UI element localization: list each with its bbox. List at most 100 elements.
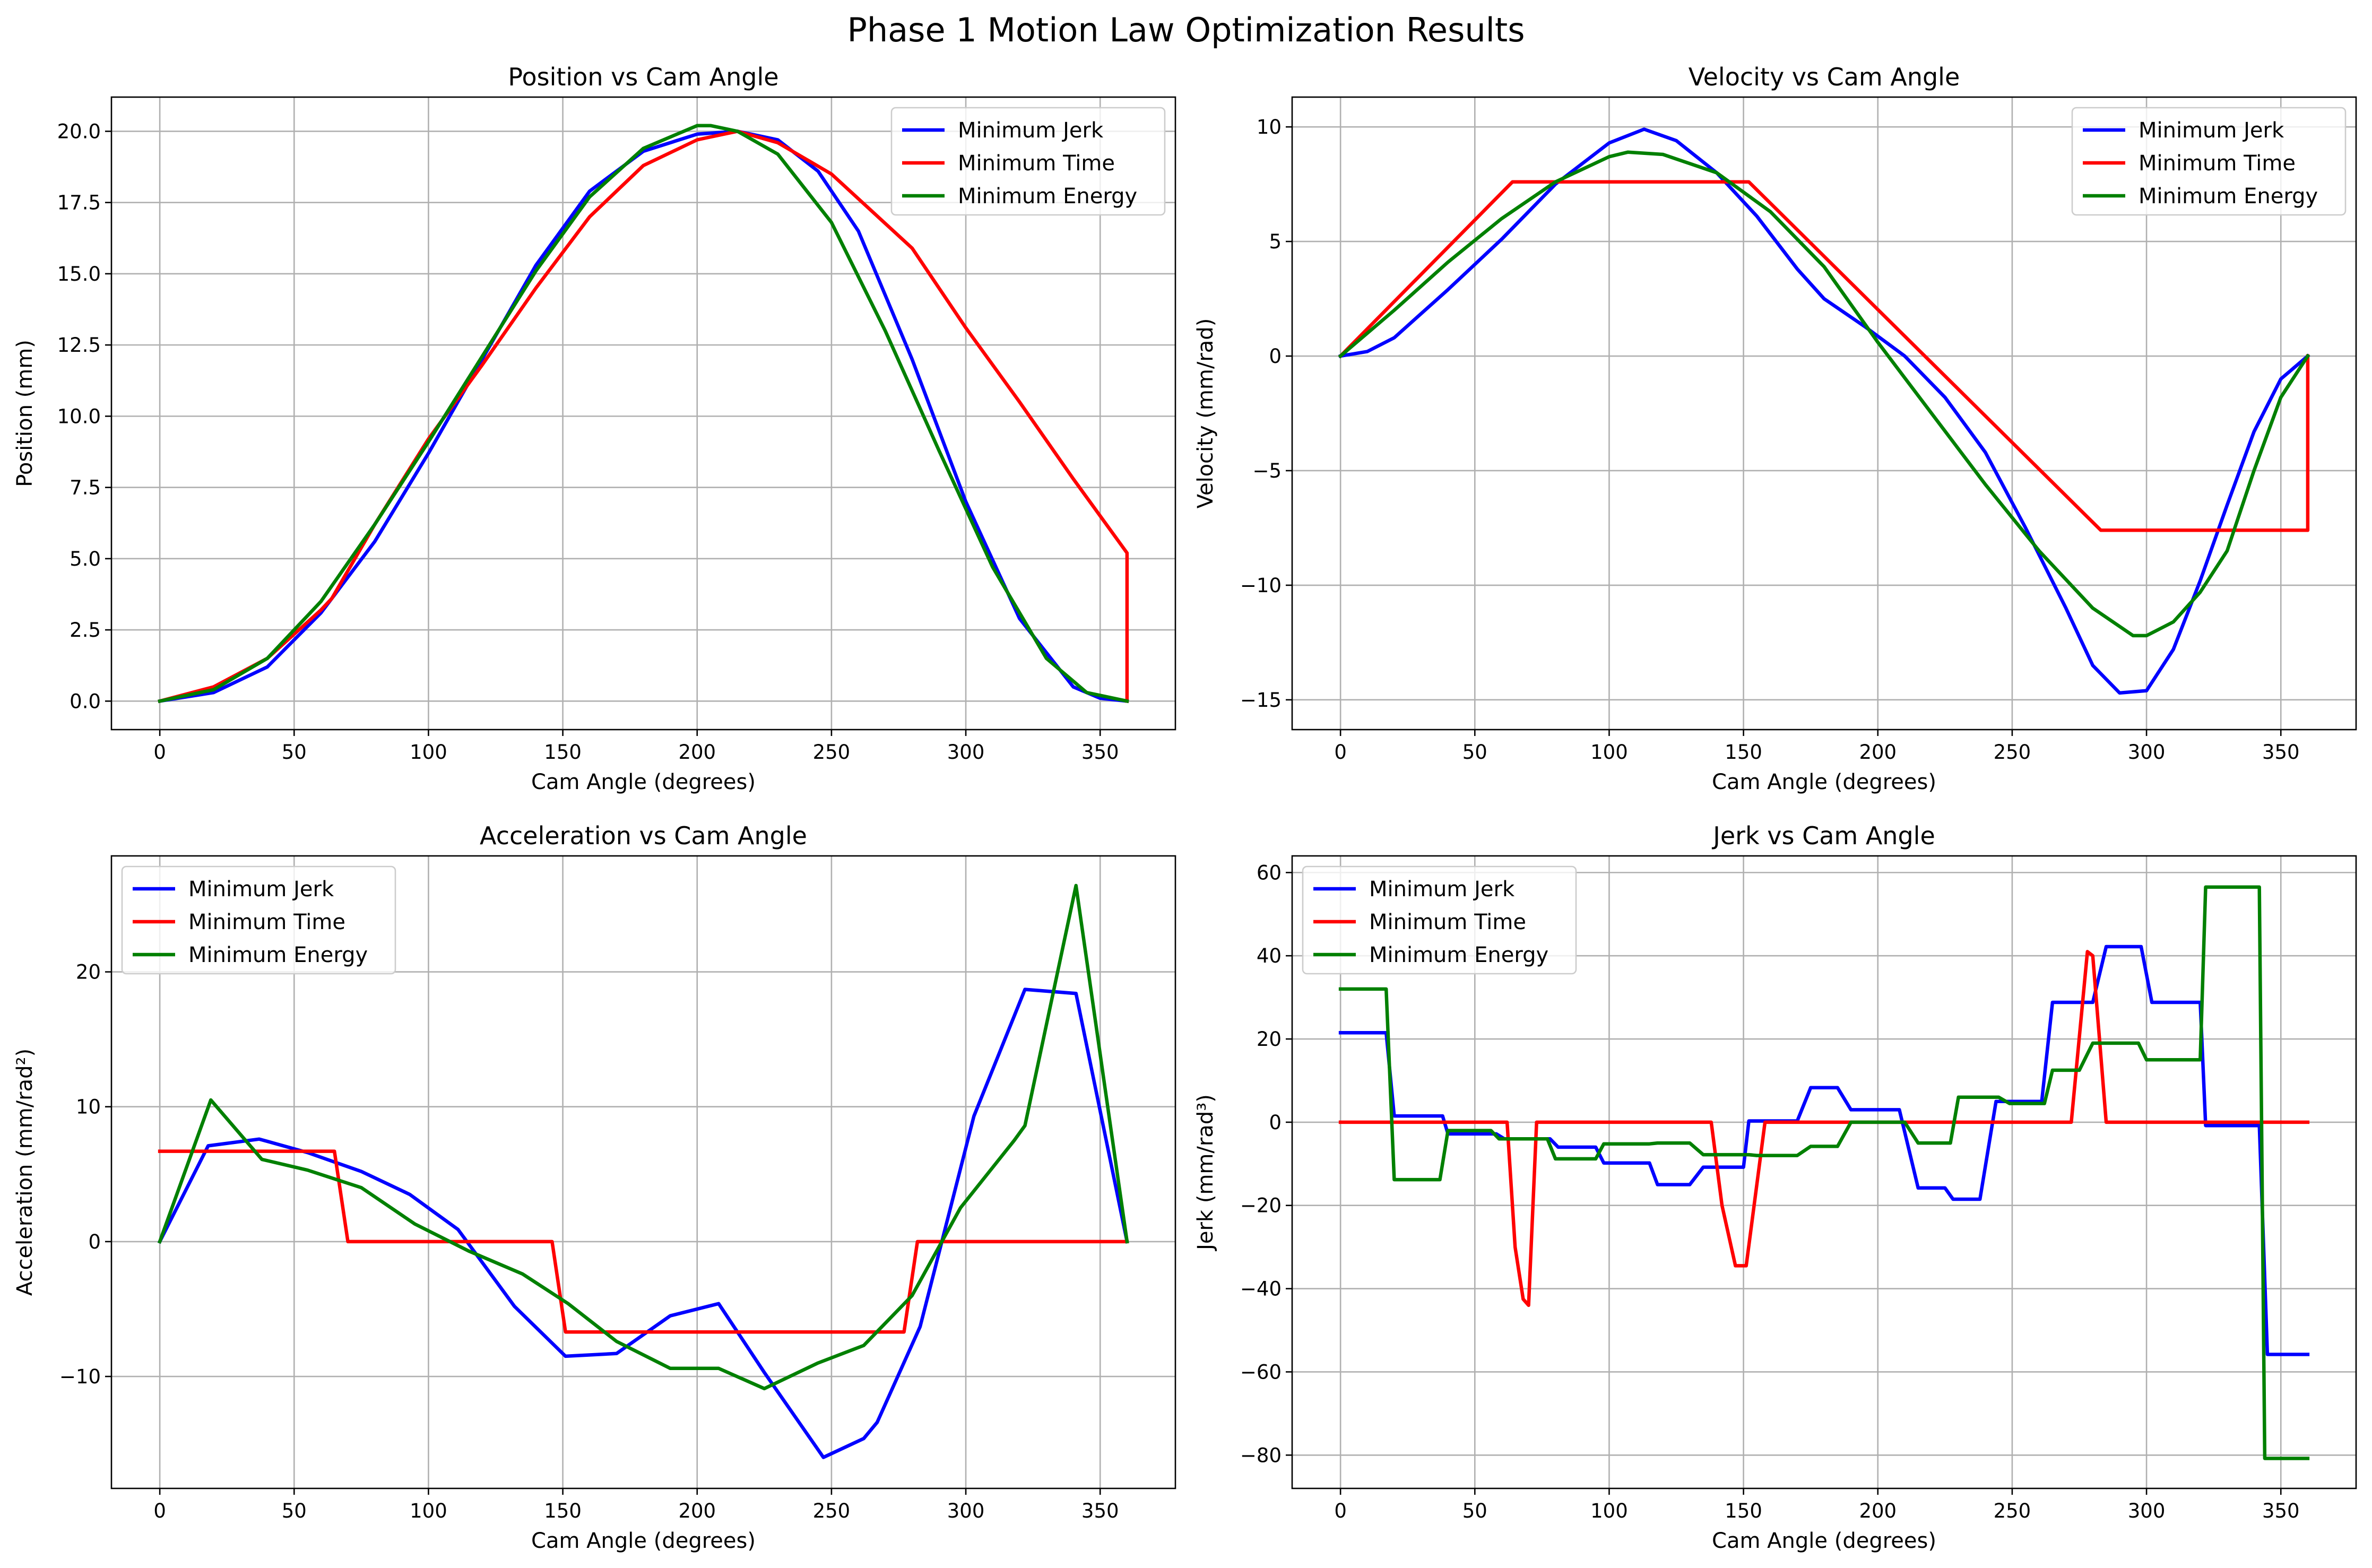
chart4-line-minimum-energy [1338,885,2310,1460]
chart4-xtick-label-6: 300 [2128,1500,2166,1522]
chart2-ylabel: Velocity (mm/rad) [1193,318,1218,509]
chart4-ytick-label-0: −80 [1240,1444,1282,1467]
chart1-xtick-label-1: 50 [282,741,307,764]
chart1-plot-frame [110,96,1176,731]
chart3-ytick-label-0: −10 [59,1365,101,1388]
chart3-line-minimum-jerk [157,987,1129,1459]
chart1-xtick-label-3: 150 [544,741,582,764]
chart2-xtick-label-6: 300 [2128,741,2166,764]
chart1-legend-label-minimum-time: Minimum Time [958,151,1115,176]
chart2-legend-label-minimum-time: Minimum Time [2139,151,2296,176]
chart2-legend-label-minimum-jerk: Minimum Jerk [2139,118,2284,143]
chart3-title: Acceleration vs Cam Angle [480,821,807,850]
chart1-xtick-label-4: 200 [678,741,716,764]
chart4-xtick-label-7: 350 [2262,1500,2300,1522]
chart1-xlabel: Cam Angle (degrees) [531,770,756,794]
chart3-xtick-label-2: 100 [410,1500,447,1522]
chart4-legend: Minimum Jerk Minimum Time Minimum Energy [1302,865,1577,975]
chart3-xlabel: Cam Angle (degrees) [531,1529,756,1553]
chart4-ytick-label-1: −60 [1240,1361,1282,1383]
chart4-panel: 0 50 100 150 200 250 300 350 −80 −60 −40 −20 0 20 40 60… [1193,821,2357,1553]
chart3-legend-label-minimum-energy: Minimum Energy [188,943,368,967]
chart1-legend-label-minimum-jerk: Minimum Jerk [958,118,1104,143]
chart2-ytick-label-4: 5 [1269,230,1282,253]
chart3-panel: 0 50 100 150 200 250 300 350 −10 0 10 20 Acceleratio… [13,821,1176,1553]
chart1-series-group [158,124,1129,704]
chart1-xtick-label-2: 100 [410,741,447,764]
chart4-legend-label-minimum-jerk: Minimum Jerk [1369,877,1515,902]
chart1-panel: 0 50 100 150 200 250 300 350 0.0 2.5 5.0 7.5 10.0 12.… [13,63,1176,794]
chart3-ytick-label-3: 20 [76,961,101,984]
chart2-ytick-label-3: 0 [1269,345,1282,368]
chart4-series-group [1338,885,2310,1460]
chart3-line-minimum-energy [157,883,1129,1391]
chart2-xtick-label-0: 0 [1334,741,1347,764]
chart3-xtick-label-4: 200 [678,1500,716,1522]
chart1-legend-label-minimum-energy: Minimum Energy [958,184,1137,209]
chart1-ytick-label-5: 12.5 [57,334,101,357]
chart4-ytick-label-6: 40 [1257,945,1282,967]
figure-title: Phase 1 Motion Law Optimization Results [847,11,1525,49]
chart2-ytick-label-0: −15 [1240,689,1282,712]
chart4-xlabel: Cam Angle (degrees) [1712,1529,1936,1553]
chart3-plot-frame [110,855,1176,1489]
chart2-xtick-label-4: 200 [1859,741,1897,764]
chart4-ytick-label-5: 20 [1257,1028,1282,1051]
chart1-ytick-label-8: 20.0 [57,120,101,143]
chart3-xtick-label-6: 300 [947,1500,985,1522]
chart2-series-group [1338,127,2310,695]
chart1-ytick-label-0: 0.0 [70,690,101,713]
chart4-xtick-label-3: 150 [1725,1500,1762,1522]
chart2-xtick-label-2: 100 [1590,741,1628,764]
chart4-xtick-label-2: 100 [1590,1500,1628,1522]
chart3-legend: Minimum Jerk Minimum Time Minimum Energy [121,865,396,975]
chart4-xtick-label-4: 200 [1859,1500,1897,1522]
chart4-ytick-label-3: −20 [1240,1194,1282,1217]
chart4-ytick-label-4: 0 [1269,1111,1282,1134]
chart1-line-minimum-energy [158,124,1129,704]
chart4-title: Jerk vs Cam Angle [1711,821,1935,850]
chart2-xtick-label-7: 350 [2262,741,2300,764]
chart1-xtick-label-5: 250 [813,741,851,764]
chart2-xtick-label-3: 150 [1725,741,1762,764]
chart1-legend: Minimum Jerk Minimum Time Minimum Energy [890,107,1166,216]
chart2-legend-frame [2071,107,2347,216]
chart4-xtick-label-5: 250 [1994,1500,2031,1522]
chart1-ytick-label-1: 2.5 [70,619,101,642]
chart2-panel: 0 50 100 150 200 250 300 350 −15 −10 −5 0 5 10 Velocit… [1193,63,2357,794]
chart3-ytick-label-2: 10 [76,1096,101,1119]
chart2-legend-label-minimum-energy: Minimum Energy [2139,184,2318,209]
chart2-ytick-label-2: −5 [1252,460,1282,482]
chart2-line-minimum-time [1338,180,2310,532]
chart2-legend: Minimum Jerk Minimum Time Minimum Energy [2071,107,2347,216]
chart2-xtick-label-1: 50 [1462,741,1487,764]
chart3-legend-frame [121,865,396,975]
chart1-xtick-label-0: 0 [153,741,166,764]
chart3-xtick-label-7: 350 [1081,1500,1119,1522]
chart3-xtick-label-1: 50 [282,1500,307,1522]
chart1-legend-frame [890,107,1166,216]
chart1-ytick-label-2: 5.0 [70,548,101,570]
chart3-series-group [157,883,1129,1459]
chart4-ytick-label-7: 60 [1257,861,1282,884]
chart3-ytick-label-1: 0 [88,1231,101,1253]
chart4-ylabel: Jerk (mm/rad³) [1193,1094,1218,1252]
chart1-line-minimum-time [158,129,1129,704]
chart3-legend-label-minimum-time: Minimum Time [188,910,345,934]
chart3-legend-label-minimum-jerk: Minimum Jerk [188,877,334,902]
chart3-line-minimum-time [158,1149,1129,1334]
chart4-line-minimum-time [1338,950,2310,1307]
chart2-line-minimum-jerk [1338,127,2310,695]
chart2-title: Velocity vs Cam Angle [1689,63,1960,91]
chart1-xtick-label-6: 300 [947,741,985,764]
chart4-legend-label-minimum-energy: Minimum Energy [1369,943,1548,967]
chart1-ytick-label-3: 7.5 [70,477,101,499]
chart2-ytick-label-1: −10 [1240,574,1282,597]
chart4-ytick-label-2: −40 [1240,1278,1282,1301]
chart2-xtick-label-5: 250 [1994,741,2031,764]
chart3-ylabel: Acceleration (mm/rad²) [13,1049,37,1296]
chart3-xtick-label-0: 0 [153,1500,166,1522]
chart2-line-minimum-energy [1338,150,2310,638]
chart1-ylabel: Position (mm) [13,340,37,487]
